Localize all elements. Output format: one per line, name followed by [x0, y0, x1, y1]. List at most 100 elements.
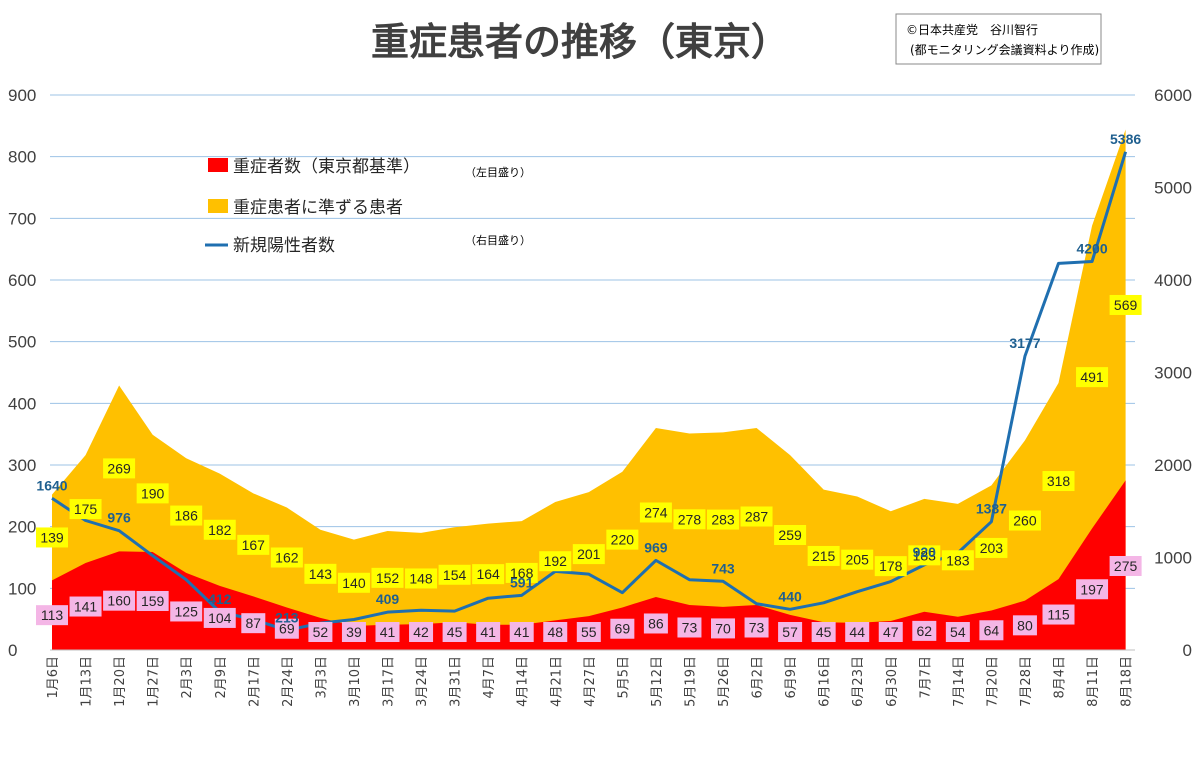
severe-label-bg	[677, 617, 702, 638]
near-severe-label: 154	[438, 564, 471, 585]
near-severe-label-text: 287	[745, 508, 769, 524]
near-severe-label: 215	[807, 545, 840, 566]
near-severe-label: 205	[841, 549, 874, 570]
y-right-tick-label: 3000	[1154, 364, 1192, 383]
severe-label: 141	[69, 596, 102, 617]
x-tick-label: 4月21日	[549, 656, 564, 707]
severe-label-bg	[744, 617, 769, 638]
new-cases-label: 969	[644, 539, 668, 555]
near-severe-label-text: 259	[778, 527, 802, 543]
x-tick-label: 2月3日	[180, 656, 195, 699]
legend-note-right: （右目盛り）	[465, 233, 531, 247]
near-severe-label-text: 168	[510, 565, 534, 581]
severe-label-bg	[778, 622, 803, 642]
near-severe-label-bg	[1109, 294, 1142, 315]
severe-label-bg	[1012, 615, 1037, 636]
severe-label-bg	[136, 590, 169, 611]
x-tick-label: 7月20日	[985, 656, 1000, 707]
near-severe-label-bg	[740, 506, 773, 527]
severe-label-bg	[241, 613, 266, 634]
near-severe-label-bg	[405, 568, 438, 589]
new-cases-label: 3177	[1009, 335, 1040, 351]
severe-label: 80	[1012, 615, 1037, 636]
severe-label: 73	[677, 617, 702, 638]
x-tick-label: 1月6日	[46, 656, 61, 699]
credit-line-2: (都モニタリング会議資料より作成)	[910, 43, 1099, 57]
x-tick-label: 5月19日	[683, 656, 698, 707]
severe-label-text: 47	[883, 624, 899, 640]
new-cases-label: 5386	[1110, 131, 1141, 147]
near-severe-label-text: 205	[846, 552, 870, 568]
severe-label-text: 54	[950, 624, 966, 640]
severe-label: 86	[643, 613, 668, 634]
y-right-tick-label: 0	[1183, 641, 1192, 660]
near-severe-label-bg	[975, 537, 1008, 558]
legend-label-severe: 重症者数（東京都基準）	[233, 157, 420, 177]
severe-label: 125	[170, 601, 203, 622]
severe-label: 104	[203, 607, 236, 628]
severe-label-text: 57	[782, 624, 798, 640]
near-severe-label: 278	[673, 509, 706, 530]
severe-label: 52	[308, 622, 333, 642]
new-cases-label: 591	[510, 574, 534, 590]
x-tick-label: 8月18日	[1120, 656, 1135, 707]
near-severe-label-text: 182	[208, 522, 232, 538]
severe-label: 62	[912, 620, 937, 641]
near-severe-label: 175	[69, 499, 102, 520]
chart-title: 重症患者の推移（東京）	[371, 20, 789, 64]
y-left-tick-label: 600	[8, 271, 36, 290]
legend-swatch-severe	[208, 158, 228, 172]
new-cases-label: 4200	[1076, 241, 1107, 257]
axes: 0 100 200 300 400 500 600 700 800 900 0 1000 2000 300…	[8, 86, 1192, 707]
near-severe-label-bg	[237, 534, 270, 555]
severe-label-bg	[36, 605, 68, 626]
near-severe-label-text: 154	[443, 567, 467, 583]
near-severe-label-bg	[639, 502, 672, 523]
x-tick-label: 4月7日	[482, 656, 497, 699]
near-severe-label-bg	[1076, 367, 1109, 388]
severe-label: 69	[274, 618, 299, 639]
near-severe-label: 140	[337, 572, 370, 593]
near-severe-label-text: 269	[107, 460, 131, 476]
near-severe-label: 152	[371, 567, 404, 588]
severe-label-text: 69	[615, 621, 631, 637]
severe-label-text: 42	[413, 624, 429, 640]
near-severe-label-bg	[941, 550, 974, 571]
near-severe-label-bg	[874, 556, 907, 577]
near-severe-label-text: 148	[409, 570, 433, 586]
severe-label: 45	[811, 622, 836, 642]
near-severe-label-text: 143	[309, 566, 333, 582]
near-severe-label: 274	[639, 502, 672, 523]
severe-label-bg	[1076, 579, 1109, 600]
severe-label-text: 125	[175, 603, 199, 619]
legend-swatch-near-severe	[208, 199, 228, 213]
near-severe-label-bg	[337, 572, 370, 593]
near-severe-label-bg	[673, 509, 706, 530]
severe-label: 44	[845, 622, 870, 642]
near-severe-label: 186	[170, 505, 203, 526]
near-severe-label-text: 491	[1080, 369, 1104, 385]
near-severe-label-text: 192	[544, 553, 568, 569]
near-severe-label: 220	[606, 529, 639, 550]
near-severe-label-text: 175	[74, 501, 98, 517]
severe-label: 41	[476, 622, 501, 642]
severe-label-bg	[476, 622, 501, 642]
near-severe-label: 259	[774, 524, 807, 545]
severe-label: 55	[576, 622, 601, 642]
near-severe-label-text: 203	[980, 540, 1004, 556]
y-left-tick-label: 300	[8, 456, 36, 475]
severe-label: 64	[979, 620, 1004, 641]
near-severe-label-text: 167	[242, 537, 266, 553]
near-severe-label-bg	[136, 483, 169, 504]
y-left-tick-label: 800	[8, 148, 36, 167]
near-severe-label-text: 215	[812, 548, 836, 564]
new-cases-label: 412	[208, 591, 232, 607]
severe-label-text: 55	[581, 624, 597, 640]
severe-label-text: 86	[648, 615, 664, 631]
near-severe-label-bg	[103, 458, 136, 479]
severe-label-text: 41	[380, 624, 396, 640]
near-severe-label: 183	[941, 550, 974, 571]
near-severe-label-bg	[505, 562, 538, 583]
near-severe-label: 491	[1076, 367, 1109, 388]
legend: 重症者数（東京都基準） （左目盛り） 重症患者に準ずる患者 新規陽性者数 （右目…	[205, 157, 531, 256]
